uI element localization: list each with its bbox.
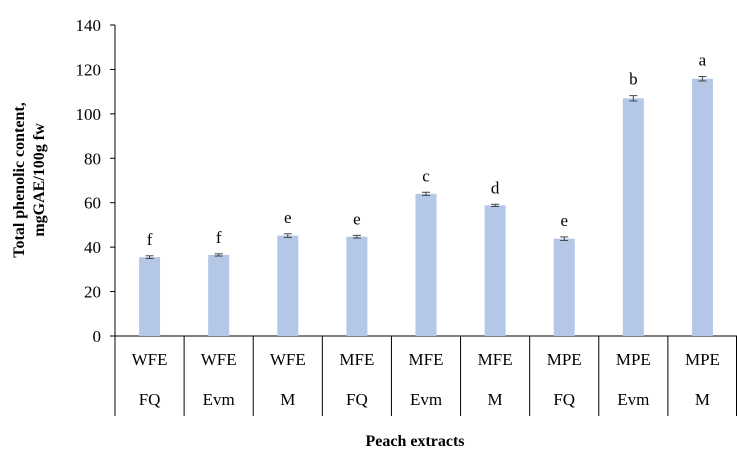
category-label-top: MFE <box>409 350 444 369</box>
y-axis-title-line-2: mgGAE/100g fw <box>31 123 48 237</box>
y-tick-labels: 0 20 40 60 80 100 120 140 <box>76 16 115 346</box>
category-label-top: MPE <box>685 350 720 369</box>
bar <box>415 193 437 336</box>
significance-letter: d <box>491 178 500 197</box>
category-label-bottom: FQ <box>553 390 575 409</box>
significance-letter: e <box>284 208 292 227</box>
bars: f f e e c d e b a <box>139 51 713 336</box>
category-label-bottom: M <box>280 390 295 409</box>
significance-letter: e <box>560 211 568 230</box>
category-label-bottom: Evm <box>617 390 649 409</box>
bar <box>139 257 161 336</box>
y-tick-label: 80 <box>84 149 101 168</box>
y-tick-label: 20 <box>84 283 101 302</box>
y-tick-label: 0 <box>93 327 102 346</box>
significance-letter: a <box>699 51 707 70</box>
category-label-top: MPE <box>616 350 651 369</box>
category-label-bottom: M <box>695 390 710 409</box>
significance-letter: e <box>353 209 361 228</box>
category-label-bottom: FQ <box>346 390 368 409</box>
category-label-bottom: FQ <box>139 390 161 409</box>
category-label-top: MFE <box>478 350 513 369</box>
x-axis-title: Peach extracts <box>365 433 464 450</box>
y-tick-label: 60 <box>84 194 101 213</box>
category-label-bottom: Evm <box>410 390 442 409</box>
category-label-top: MPE <box>547 350 582 369</box>
category-label-top: WFE <box>132 350 168 369</box>
significance-letter: f <box>216 228 222 247</box>
category-labels: WFE FQ WFE Evm WFE M MFE FQ MFE Evm MFE M MPE FQ MPE Ev… <box>132 350 720 409</box>
bar <box>208 254 230 336</box>
significance-letter: f <box>147 230 153 249</box>
bar <box>277 235 299 336</box>
category-label-top: MFE <box>339 350 374 369</box>
y-tick-label: 40 <box>84 238 101 257</box>
significance-letter: b <box>629 70 638 89</box>
category-label-bottom: Evm <box>203 390 235 409</box>
significance-letter: c <box>422 166 430 185</box>
y-axis-title-line-1: Total phenolic content, <box>11 102 28 257</box>
category-label-bottom: M <box>488 390 503 409</box>
bar <box>484 205 506 336</box>
category-label-top: WFE <box>201 350 237 369</box>
category-label-top: WFE <box>270 350 306 369</box>
bar <box>553 238 575 336</box>
bar <box>622 98 644 336</box>
bar <box>346 236 368 336</box>
y-tick-label: 120 <box>76 60 102 79</box>
y-tick-label: 140 <box>76 16 102 35</box>
bar <box>691 78 713 336</box>
y-axis-title: Total phenolic content, mgGAE/100g fw <box>11 102 48 257</box>
y-tick-label: 100 <box>76 105 102 124</box>
